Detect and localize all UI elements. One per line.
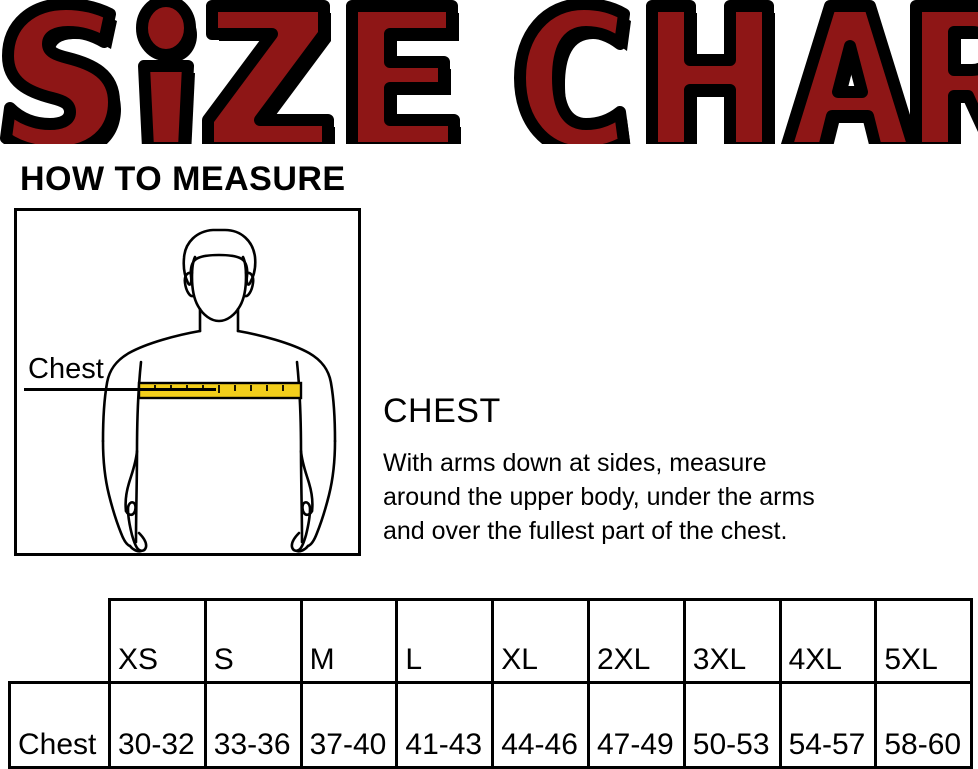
chest-callout-label: Chest: [28, 353, 104, 385]
measurement-illustration-box: [14, 208, 361, 556]
chest-value-m: 37-40: [299, 681, 399, 769]
chest-description-block: CHEST With arms down at sides, measure a…: [383, 392, 973, 548]
chest-value-s: 33-36: [203, 681, 303, 769]
chest-leader-line: [24, 388, 216, 391]
chest-description-body: With arms down at sides, measure around …: [383, 449, 815, 545]
size-chart-title-graphic: [0, 0, 978, 144]
size-header-2xl: 2XL: [586, 598, 686, 684]
size-header-m: M: [299, 598, 399, 684]
table-row-chest: Chest 30-32 33-36 37-40 41-43 44-46 47-4…: [8, 681, 974, 769]
table-header-row: XS S M L XL 2XL 3XL 4XL 5XL: [10, 598, 974, 684]
chest-description-heading: CHEST: [383, 392, 501, 430]
page-title-block: [0, 0, 978, 144]
size-header-5xl: 5XL: [874, 598, 974, 684]
size-header-4xl: 4XL: [778, 598, 878, 684]
chest-value-xl: 44-46: [491, 681, 590, 769]
size-header-xs: XS: [108, 598, 207, 684]
table-corner-cell: [10, 600, 110, 683]
chest-callout: Chest: [24, 352, 324, 398]
size-header-3xl: 3XL: [682, 598, 782, 684]
chest-value-3xl: 50-53: [682, 681, 782, 769]
size-table-container: XS S M L XL 2XL 3XL 4XL 5XL Chest 30-32 …: [8, 598, 974, 769]
chest-value-2xl: 47-49: [586, 681, 686, 769]
chest-value-4xl: 54-57: [778, 681, 878, 769]
chest-value-5xl: 58-60: [874, 681, 974, 769]
size-header-s: S: [203, 598, 303, 684]
chest-value-l: 41-43: [395, 681, 495, 769]
male-figure-icon: [101, 228, 337, 553]
size-header-xl: XL: [491, 598, 590, 684]
how-to-measure-heading: HOW TO MEASURE: [20, 160, 346, 198]
row-label-chest: Chest: [8, 681, 111, 769]
size-header-l: L: [395, 598, 495, 684]
chest-value-xs: 30-32: [108, 681, 207, 769]
size-chart-table: XS S M L XL 2XL 3XL 4XL 5XL Chest 30-32 …: [8, 598, 974, 769]
